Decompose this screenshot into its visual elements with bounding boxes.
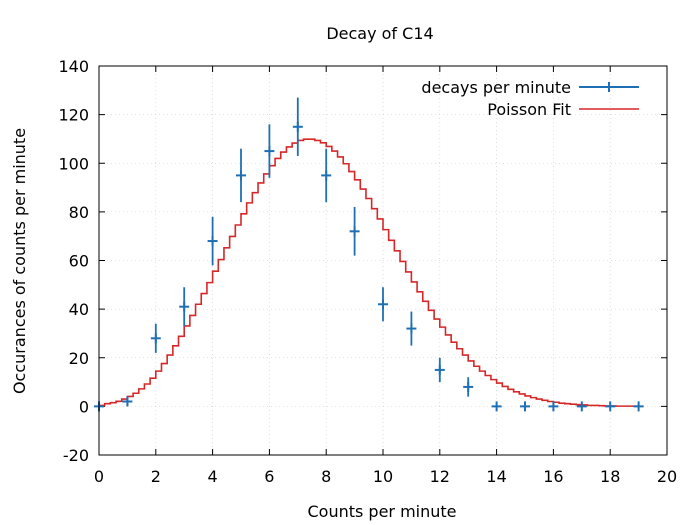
- legend-label: Poisson Fit: [487, 100, 571, 119]
- y-tick-label: 120: [58, 106, 89, 125]
- decays-series: [94, 97, 644, 412]
- data-point: [122, 396, 133, 407]
- y-tick-label: 0: [79, 397, 89, 416]
- data-point: [520, 401, 530, 412]
- x-axis-label: Counts per minute: [307, 502, 456, 521]
- x-tick-label: 4: [208, 467, 218, 486]
- data-point: [633, 401, 644, 412]
- data-point: [548, 401, 559, 412]
- x-tick-label: 18: [600, 467, 620, 486]
- x-tick-label: 10: [373, 467, 393, 486]
- legend-label: decays per minute: [421, 78, 571, 97]
- y-tick-label: 100: [58, 154, 89, 173]
- data-point: [378, 287, 388, 322]
- data-point: [150, 323, 161, 353]
- x-tick-label: 8: [321, 467, 331, 486]
- data-point: [292, 97, 303, 156]
- data-point: [576, 401, 587, 412]
- y-tick-label: 140: [58, 57, 89, 76]
- x-tick-label: 12: [430, 467, 450, 486]
- data-point: [463, 377, 474, 397]
- y-tick-label: 80: [69, 203, 89, 222]
- y-tick-label: 40: [69, 300, 89, 319]
- data-point: [179, 287, 190, 327]
- x-tick-label: 6: [264, 467, 274, 486]
- data-point: [264, 124, 275, 178]
- data-point: [605, 401, 616, 412]
- poisson-fit-curve: [99, 138, 640, 407]
- y-tick-label: -20: [63, 446, 89, 465]
- x-tick-label: 2: [151, 467, 161, 486]
- data-point: [349, 207, 360, 256]
- data-point: [321, 148, 332, 203]
- poisson-fit-series: [99, 138, 640, 407]
- x-tick-label: 16: [543, 467, 563, 486]
- x-tick-label: 14: [486, 467, 506, 486]
- data-point: [491, 401, 502, 412]
- legend: decays per minute Poisson Fit: [421, 78, 639, 119]
- y-axis-label: Occurances of counts per minute: [10, 128, 29, 394]
- x-tick-label: 20: [657, 467, 677, 486]
- plot-frame: [98, 65, 668, 456]
- data-point: [236, 148, 246, 203]
- y-tick-label: 20: [69, 349, 89, 368]
- grid-lines: [99, 66, 667, 455]
- data-point: [406, 311, 417, 346]
- y-tick-label: 60: [69, 252, 89, 271]
- data-point: [434, 357, 445, 383]
- data-point: [207, 216, 218, 266]
- x-tick-label: 0: [94, 467, 104, 486]
- axes: 0 2 4 6 8 10 12 14 16 18 20 -20 0 20 40 60 80 100 120 140: [58, 57, 677, 486]
- chart-title: Decay of C14: [326, 24, 433, 43]
